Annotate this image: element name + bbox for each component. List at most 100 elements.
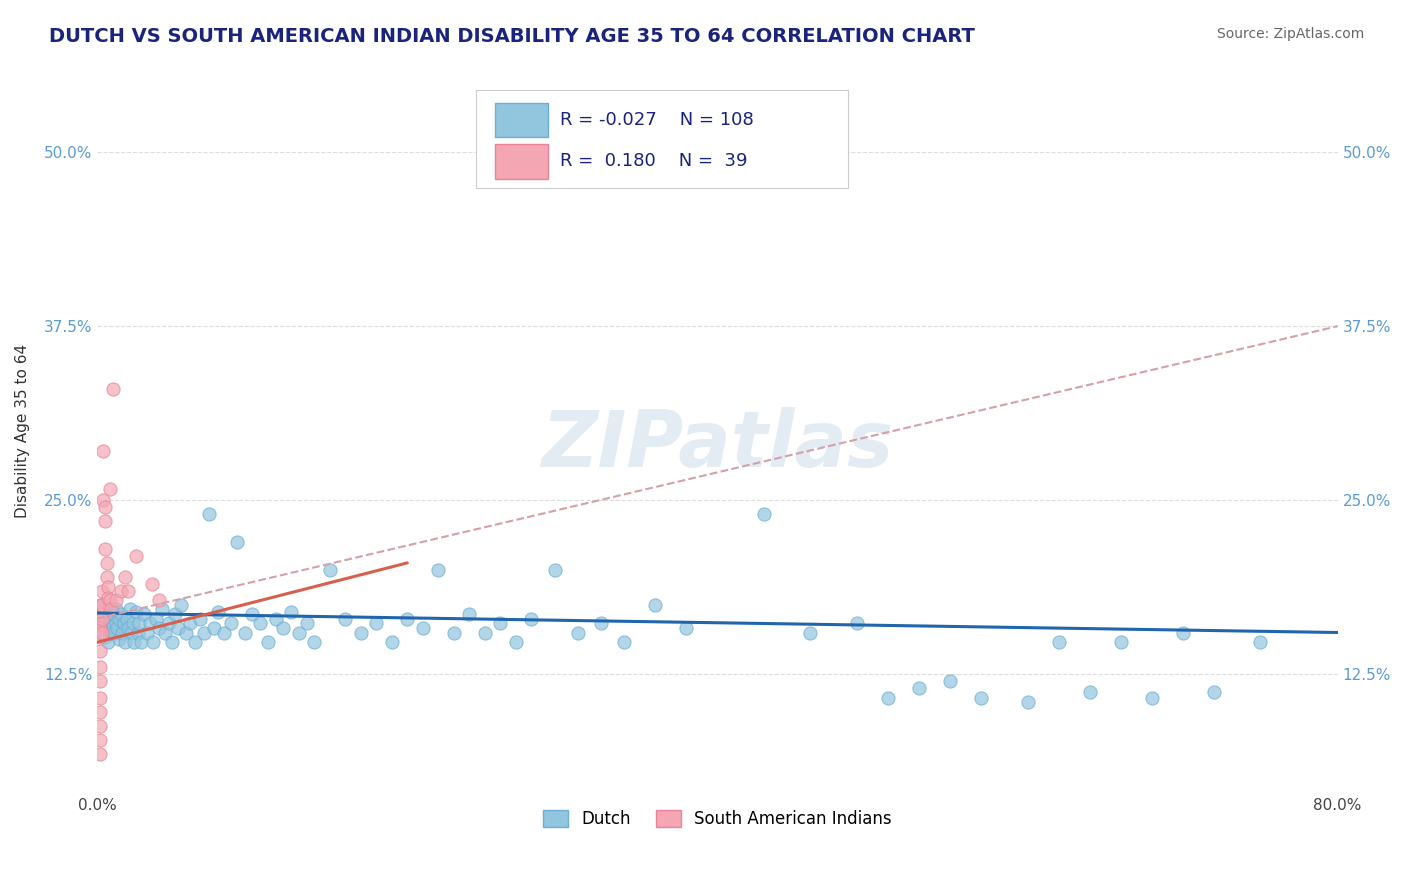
- Point: [280, 605, 302, 619]
- Point: [1202, 685, 1225, 699]
- Point: [721, 173, 744, 187]
- Point: [115, 611, 138, 625]
- Point: [118, 602, 141, 616]
- Point: [122, 615, 145, 630]
- FancyBboxPatch shape: [475, 90, 848, 188]
- Point: [295, 615, 318, 630]
- Text: R =  0.180    N =  39: R = 0.180 N = 39: [560, 153, 748, 170]
- Point: [94, 630, 117, 644]
- Point: [87, 611, 110, 625]
- Point: [202, 621, 225, 635]
- Point: [591, 615, 613, 630]
- Point: [188, 611, 211, 625]
- Point: [520, 611, 543, 625]
- Point: [288, 625, 311, 640]
- Point: [458, 607, 481, 622]
- Point: [101, 618, 124, 632]
- Point: [1249, 635, 1271, 649]
- Point: [970, 690, 993, 705]
- Point: [89, 607, 111, 622]
- Point: [96, 621, 118, 635]
- Point: [179, 615, 201, 630]
- Point: [101, 607, 124, 622]
- Point: [93, 618, 115, 632]
- Point: [613, 635, 636, 649]
- Point: [89, 630, 111, 644]
- Point: [1109, 635, 1132, 649]
- Point: [96, 602, 118, 616]
- Point: [167, 621, 190, 635]
- Point: [170, 598, 193, 612]
- Point: [1078, 685, 1101, 699]
- Point: [125, 549, 148, 563]
- Point: [100, 615, 122, 629]
- Point: [543, 563, 565, 577]
- Point: [90, 625, 112, 640]
- Point: [128, 615, 150, 630]
- Point: [89, 732, 111, 747]
- Point: [93, 444, 115, 458]
- Point: [98, 482, 121, 496]
- Point: [939, 674, 962, 689]
- Point: [155, 625, 177, 640]
- Point: [108, 611, 131, 625]
- Point: [94, 500, 117, 515]
- FancyBboxPatch shape: [495, 103, 547, 137]
- Point: [89, 705, 111, 719]
- Point: [101, 382, 124, 396]
- Point: [271, 621, 294, 635]
- Point: [97, 580, 120, 594]
- Point: [214, 625, 236, 640]
- Point: [112, 615, 135, 630]
- Point: [163, 607, 186, 622]
- Point: [104, 593, 127, 607]
- Y-axis label: Disability Age 35 to 64: Disability Age 35 to 64: [15, 343, 30, 517]
- Point: [94, 514, 117, 528]
- Point: [256, 635, 278, 649]
- Point: [644, 598, 666, 612]
- Point: [846, 615, 869, 630]
- Point: [1171, 625, 1194, 640]
- Point: [124, 635, 146, 649]
- Point: [335, 611, 357, 625]
- Point: [233, 625, 256, 640]
- Point: [127, 625, 149, 640]
- Point: [219, 615, 242, 630]
- Point: [100, 602, 122, 616]
- Point: [1047, 635, 1070, 649]
- Point: [89, 747, 111, 761]
- Point: [96, 570, 118, 584]
- Point: [87, 605, 110, 619]
- Point: [132, 607, 155, 622]
- Text: DUTCH VS SOUTH AMERICAN INDIAN DISABILITY AGE 35 TO 64 CORRELATION CHART: DUTCH VS SOUTH AMERICAN INDIAN DISABILIT…: [49, 27, 976, 45]
- Point: [443, 625, 465, 640]
- Point: [249, 615, 271, 630]
- Point: [198, 507, 221, 521]
- Point: [120, 625, 142, 640]
- Point: [160, 635, 183, 649]
- Point: [1140, 690, 1163, 705]
- Point: [110, 607, 132, 622]
- Point: [97, 635, 120, 649]
- Point: [98, 593, 121, 607]
- Point: [108, 632, 131, 647]
- Point: [381, 635, 404, 649]
- Point: [350, 625, 373, 640]
- Point: [90, 598, 112, 612]
- Text: R = -0.027    N = 108: R = -0.027 N = 108: [560, 111, 754, 129]
- Point: [129, 635, 152, 649]
- Point: [100, 625, 122, 640]
- Point: [366, 615, 388, 630]
- Text: Source: ZipAtlas.com: Source: ZipAtlas.com: [1216, 27, 1364, 41]
- Point: [193, 625, 215, 640]
- Point: [675, 621, 697, 635]
- Point: [90, 611, 112, 625]
- Point: [125, 605, 148, 619]
- Point: [240, 607, 263, 622]
- Point: [145, 611, 167, 625]
- Point: [135, 625, 157, 640]
- Text: ZIPatlas: ZIPatlas: [541, 407, 894, 483]
- Point: [427, 563, 450, 577]
- Point: [90, 625, 112, 640]
- Point: [304, 635, 326, 649]
